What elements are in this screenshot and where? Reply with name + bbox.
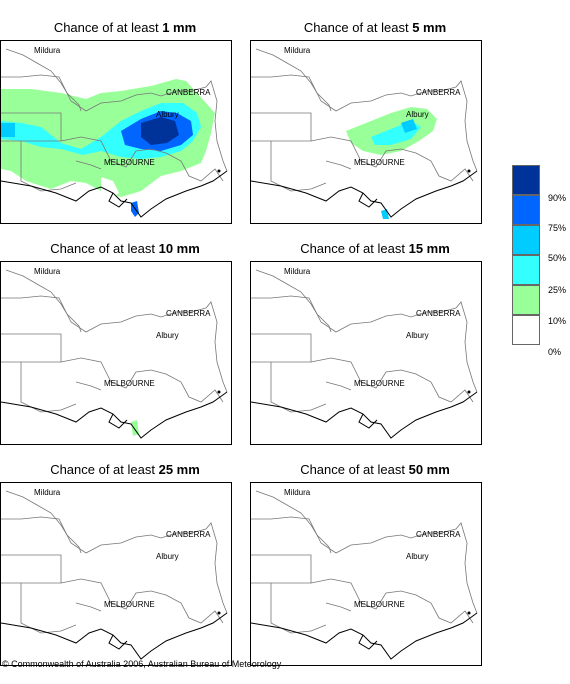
- label-albury: Albury: [406, 552, 429, 561]
- label-melbourne: MELBOURNE: [104, 158, 155, 167]
- legend-swatch-75: [512, 195, 540, 225]
- label-mildura: Mildura: [284, 46, 311, 55]
- label-mildura: Mildura: [284, 488, 311, 497]
- label-melbourne: MELBOURNE: [104, 379, 155, 388]
- map-outlines: [251, 269, 478, 413]
- map-panel-50mm: Chance of at least 50 mm Mildura CANBERR…: [250, 462, 500, 684]
- label-albury: Albury: [156, 331, 179, 340]
- label-canberra: CANBERRA: [416, 309, 461, 318]
- legend-swatch-25: [512, 255, 540, 285]
- panel-title: Chance of at least 10 mm: [50, 241, 200, 256]
- coastline: [1, 170, 228, 218]
- map: Mildura CANBERRA Albury MELBOURNE: [0, 482, 232, 666]
- map: Mildura CANBERRA Albury MELBOURNE: [250, 261, 482, 445]
- map-outlines: [1, 269, 228, 413]
- label-canberra: CANBERRA: [166, 88, 211, 97]
- label-canberra: CANBERRA: [166, 530, 211, 539]
- label-canberra: CANBERRA: [166, 309, 211, 318]
- cape-howe-marker: [217, 390, 221, 394]
- map-panel-5mm: Chance of at least 5 mm Mi: [250, 20, 500, 242]
- legend-label-90: 90%: [548, 193, 567, 203]
- panel-title: Chance of at least 5 mm: [303, 20, 447, 35]
- copyright-notice: © Commonwealth of Australia 2006, Austra…: [2, 659, 282, 669]
- label-melbourne: MELBOURNE: [354, 158, 405, 167]
- legend-label-75: 75%: [548, 223, 567, 233]
- legend-label-50: 50%: [548, 253, 567, 263]
- label-mildura: Mildura: [34, 488, 61, 497]
- panel-title: Chance of at least 50 mm: [300, 462, 450, 477]
- map-panel-1mm: Chance of at least 1 mm: [0, 20, 250, 242]
- legend-swatch-90: [512, 165, 540, 195]
- map-outlines: [1, 490, 228, 634]
- legend-swatch-10: [512, 285, 540, 315]
- panel-title: Chance of at least 25 mm: [50, 462, 200, 477]
- coastline: [1, 612, 228, 660]
- coastline: [1, 391, 228, 439]
- rainfall-shading: [346, 107, 437, 219]
- label-albury: Albury: [406, 110, 429, 119]
- coastline: [251, 170, 478, 218]
- legend-label-10: 10%: [548, 316, 567, 326]
- cape-howe-marker: [217, 611, 221, 615]
- legend-label-25: 25%: [548, 285, 567, 295]
- cape-howe-marker: [467, 169, 471, 173]
- label-canberra: CANBERRA: [416, 88, 461, 97]
- label-mildura: Mildura: [34, 46, 61, 55]
- label-melbourne: MELBOURNE: [354, 379, 405, 388]
- map: Mildura CANBERRA Albury MELBOURNE: [250, 40, 482, 224]
- map: Mildura CANBERRA Albury MELBOURNE: [0, 261, 232, 445]
- legend-swatch-0: [512, 315, 540, 345]
- coastline: [251, 612, 478, 660]
- map-panel-10mm: Chance of at least 10 mm Mildura CANBERR…: [0, 241, 250, 463]
- label-albury: Albury: [156, 110, 179, 119]
- map-outlines: [251, 48, 478, 192]
- cape-howe-marker: [467, 390, 471, 394]
- label-albury: Albury: [156, 552, 179, 561]
- label-melbourne: MELBOURNE: [104, 600, 155, 609]
- label-albury: Albury: [406, 331, 429, 340]
- map-panel-15mm: Chance of at least 15 mm Mildura CANBERR…: [250, 241, 500, 463]
- cape-howe-marker: [467, 611, 471, 615]
- legend-swatch-50: [512, 225, 540, 255]
- rainfall-shading: [1, 79, 215, 217]
- map-panel-25mm: Chance of at least 25 mm Mildura CANBERR…: [0, 462, 250, 684]
- panel-title: Chance of at least 15 mm: [300, 241, 450, 256]
- coastline: [251, 391, 478, 439]
- map: Mildura CANBERRA Albury MELBOURNE: [0, 40, 232, 224]
- label-mildura: Mildura: [34, 267, 61, 276]
- cape-howe-marker: [217, 169, 221, 173]
- map: Mildura CANBERRA Albury MELBOURNE: [250, 482, 482, 666]
- label-canberra: CANBERRA: [416, 530, 461, 539]
- map-outlines: [1, 48, 228, 192]
- map-outlines: [251, 490, 478, 634]
- label-melbourne: MELBOURNE: [354, 600, 405, 609]
- label-mildura: Mildura: [284, 267, 311, 276]
- legend-label-0: 0%: [548, 347, 562, 357]
- panel-title: Chance of at least 1 mm: [53, 20, 197, 35]
